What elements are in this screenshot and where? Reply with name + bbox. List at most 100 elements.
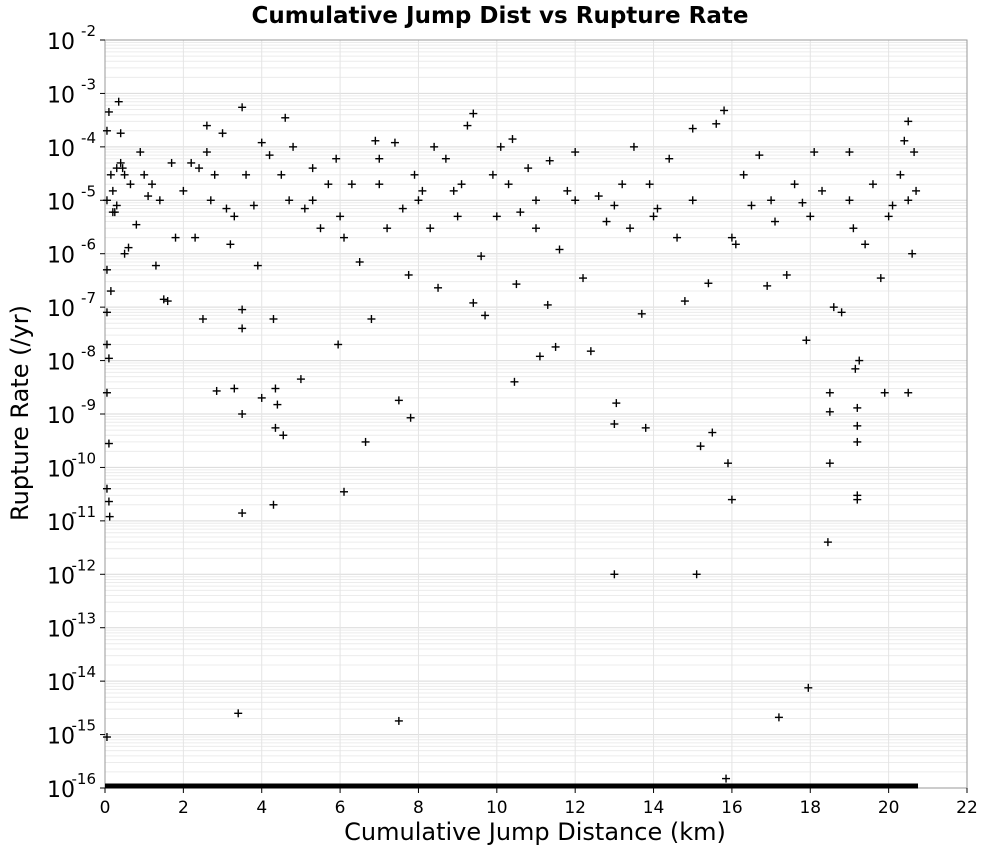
data-point [853, 421, 862, 430]
data-point [102, 308, 111, 317]
data-point [496, 142, 505, 151]
data-point [112, 201, 121, 210]
data-point [708, 428, 717, 437]
data-point [612, 399, 621, 408]
y-tick-label-exponent: -5 [81, 182, 96, 200]
data-point [104, 107, 113, 116]
data-point [206, 196, 215, 205]
data-point [136, 148, 145, 157]
data-point [383, 224, 392, 233]
data-point [910, 148, 919, 157]
data-point [102, 265, 111, 274]
data-point [332, 154, 341, 163]
data-point [912, 186, 921, 195]
data-point [106, 287, 115, 296]
y-tick-label-exponent: -14 [72, 663, 97, 681]
data-point [645, 180, 654, 189]
data-point [829, 303, 838, 312]
data-point [277, 170, 286, 179]
data-point [586, 347, 595, 356]
data-point [271, 384, 280, 393]
data-point [790, 180, 799, 189]
data-point [430, 142, 439, 151]
data-point [222, 204, 231, 213]
y-tick-label-exponent: -13 [72, 610, 97, 628]
data-point [114, 97, 123, 106]
data-point [132, 220, 141, 229]
data-point [308, 196, 317, 205]
data-point [504, 180, 513, 189]
data-point [532, 196, 540, 205]
data-point [696, 442, 705, 451]
data-point [508, 135, 517, 144]
y-tick-label-base: 10 [47, 190, 75, 215]
data-point [198, 314, 207, 323]
data-point [238, 509, 247, 518]
data-point [767, 196, 776, 205]
data-point [104, 354, 113, 363]
y-tick-label-exponent: -4 [81, 129, 96, 147]
y-axis-label: Rupture Rate (/yr) [6, 305, 34, 521]
data-point [712, 119, 721, 128]
data-point [720, 106, 729, 115]
data-point [551, 342, 560, 351]
data-point [296, 375, 305, 384]
data-point [281, 113, 290, 122]
data-point [594, 192, 603, 201]
data-point [120, 249, 129, 258]
data-point [238, 305, 247, 314]
data-point [285, 196, 294, 205]
data-point [375, 180, 384, 189]
data-point [673, 233, 682, 242]
x-tick-label: 0 [100, 798, 111, 818]
data-point [394, 396, 403, 405]
x-tick-label: 22 [956, 798, 978, 818]
data-point [195, 164, 204, 173]
y-tick-label-base: 10 [47, 244, 75, 269]
y-tick-label-exponent: -6 [81, 236, 96, 254]
data-point [739, 170, 748, 179]
data-point [151, 261, 160, 270]
data-point [234, 709, 243, 718]
y-tick-label-base: 10 [47, 404, 75, 429]
data-point [102, 388, 111, 397]
data-point [253, 261, 262, 270]
data-point [512, 280, 521, 289]
data-point [404, 270, 413, 279]
data-point [818, 186, 827, 195]
data-point [271, 423, 280, 432]
y-tick-label-base: 10 [47, 778, 75, 803]
data-point [163, 297, 172, 306]
data-point [118, 164, 127, 173]
data-point [279, 431, 288, 440]
data-point [680, 297, 689, 306]
y-tick-label-base: 10 [47, 564, 75, 589]
data-point [347, 180, 356, 189]
data-point [406, 413, 415, 422]
data-point [602, 217, 611, 226]
y-tick-label-exponent: -15 [72, 717, 97, 735]
data-point [853, 495, 862, 504]
data-point [155, 196, 164, 205]
data-point [334, 340, 343, 349]
data-point [410, 170, 419, 179]
data-point [102, 126, 111, 135]
data-point [289, 142, 298, 151]
data-point [469, 298, 478, 307]
data-point [108, 208, 117, 217]
data-point [837, 308, 846, 317]
data-point [212, 386, 221, 395]
data-point [249, 201, 258, 210]
data-point [230, 212, 239, 221]
data-point [802, 336, 811, 345]
x-tick-label: 14 [643, 798, 665, 818]
x-axis-ticks: 0 2 4 6 8 10 12 14 16 18 20 22 [100, 788, 978, 818]
data-point [610, 570, 619, 579]
data-point [104, 497, 113, 506]
y-tick-label-exponent: -12 [72, 556, 97, 574]
x-tick-label: 18 [799, 798, 821, 818]
x-tick-label: 16 [721, 798, 743, 818]
data-point [226, 240, 235, 249]
x-tick-label: 20 [878, 798, 900, 818]
